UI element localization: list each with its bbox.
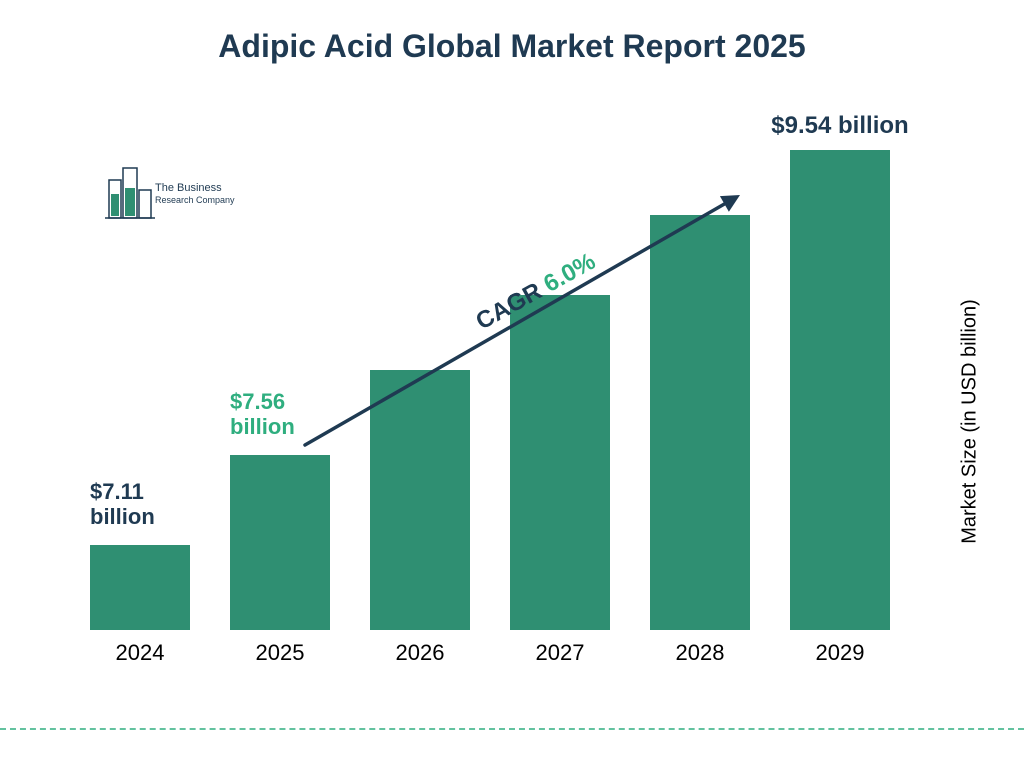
x-axis-tick-label: 2028 [650,640,750,666]
bar [370,370,470,630]
y-axis-label: Market Size (in USD billion) [959,292,982,552]
bar [230,455,330,630]
bar-value-label: $7.11billion [90,479,200,530]
bar [510,295,610,630]
x-axis-tick-label: 2029 [790,640,890,666]
x-axis-tick-label: 2025 [230,640,330,666]
bar-chart [90,130,920,630]
bar [790,150,890,630]
bar [650,215,750,630]
bar [90,545,190,630]
bar-value-label: $7.56billion [230,389,340,440]
x-axis-tick-label: 2024 [90,640,190,666]
x-axis-tick-label: 2026 [370,640,470,666]
x-axis-tick-label: 2027 [510,640,610,666]
chart-title: Adipic Acid Global Market Report 2025 [0,28,1024,65]
bar-value-label: $9.54 billion [750,112,930,140]
bottom-dashed-divider [0,728,1024,730]
